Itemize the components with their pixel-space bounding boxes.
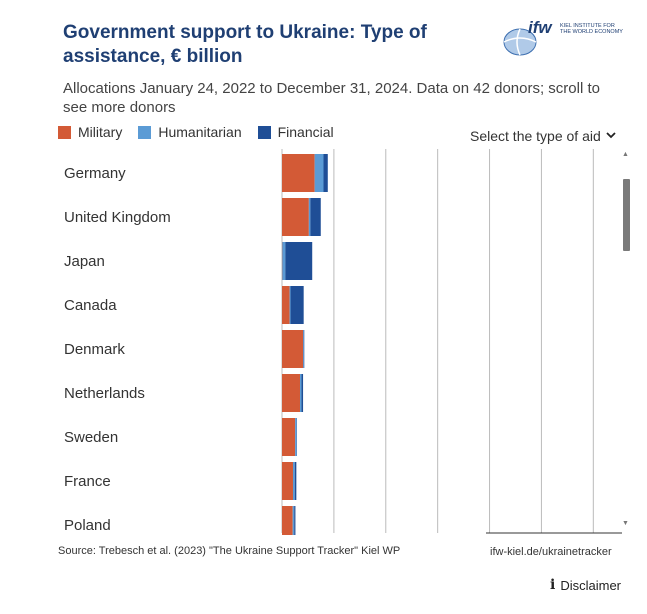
bar-military-sweden[interactable] xyxy=(282,418,296,456)
ifw-logo: ifw KIEL INSTITUTE FOR THE WORLD ECONOMY xyxy=(498,16,628,60)
category-label-germany: Germany xyxy=(64,165,126,182)
chart-area[interactable]: Germany United Kingdom Japan Canada Denmark N… xyxy=(56,147,633,535)
source-note: Source: Trebesch et al. (2023) "The Ukra… xyxy=(58,545,401,557)
bar-financial-united-kingdom[interactable] xyxy=(310,198,321,236)
legend-swatch-military xyxy=(58,125,71,139)
scroll-up-arrow-icon[interactable]: ▲ xyxy=(622,151,629,158)
category-label-netherlands: Netherlands xyxy=(64,385,145,402)
bar-humanitarian-united-kingdom[interactable] xyxy=(308,198,311,236)
legend-swatch-financial xyxy=(257,125,271,139)
bar-military-united-kingdom[interactable] xyxy=(282,198,309,236)
legend-item-humanitarian[interactable]: Humanitarian xyxy=(138,124,242,140)
legend-item-military[interactable]: Military xyxy=(58,124,122,140)
logo-line1: KIEL INSTITUTE FOR xyxy=(560,23,615,29)
bar-humanitarian-japan[interactable] xyxy=(282,242,286,280)
category-label-poland: Poland xyxy=(64,517,111,534)
bar-financial-germany[interactable] xyxy=(323,154,328,192)
bar-financial-poland[interactable] xyxy=(294,506,296,535)
bar-financial-japan[interactable] xyxy=(285,242,313,280)
legend-swatch-humanitarian xyxy=(138,125,152,139)
bar-humanitarian-sweden[interactable] xyxy=(295,418,297,456)
bar-military-netherlands[interactable] xyxy=(282,374,301,412)
logo-line2: THE WORLD ECONOMY xyxy=(560,29,623,35)
bar-financial-netherlands[interactable] xyxy=(301,374,304,412)
globe-icon: ifw KIEL INSTITUTE FOR THE WORLD ECONOMY xyxy=(503,18,623,56)
legend-label-financial: Financial xyxy=(277,124,334,140)
bar-financial-canada[interactable] xyxy=(290,286,304,324)
bar-humanitarian-france[interactable] xyxy=(292,462,295,500)
bar-military-canada[interactable] xyxy=(282,286,290,324)
info-icon: i xyxy=(550,577,556,593)
bar-humanitarian-canada[interactable] xyxy=(289,286,291,324)
bar-financial-denmark[interactable] xyxy=(303,330,305,368)
category-label-united-kingdom: United Kingdom xyxy=(64,209,171,226)
bar-humanitarian-denmark[interactable] xyxy=(303,330,304,368)
scroll-down-arrow-icon[interactable]: ▼ xyxy=(622,520,629,527)
chart-subtitle: Allocations January 24, 2022 to December… xyxy=(63,80,600,116)
bar-military-germany[interactable] xyxy=(282,154,315,192)
bar-military-denmark[interactable] xyxy=(282,330,304,368)
chart-legend: Military Humanitarian Financial xyxy=(58,124,350,140)
category-label-canada: Canada xyxy=(64,297,117,314)
bar-humanitarian-poland[interactable] xyxy=(292,506,295,535)
bar-military-france[interactable] xyxy=(282,462,293,500)
aid-type-select-label: Select the type of aid xyxy=(470,128,601,144)
bar-chart: Germany United Kingdom Japan Canada Denmark N… xyxy=(64,149,622,535)
chevron-down-icon xyxy=(606,131,616,142)
scrollbar-thumb[interactable] xyxy=(623,179,630,251)
category-label-japan: Japan xyxy=(64,253,105,270)
disclaimer-button[interactable]: i Disclaimer xyxy=(550,577,621,593)
bar-humanitarian-germany[interactable] xyxy=(314,154,324,192)
chart-title: Government support to Ukraine: Type of a… xyxy=(63,22,427,67)
logo-mark: ifw xyxy=(528,18,553,37)
disclaimer-label: Disclaimer xyxy=(560,577,621,593)
legend-item-financial[interactable]: Financial xyxy=(257,124,334,140)
category-label-france: France xyxy=(64,473,111,490)
tracker-link[interactable]: ifw-kiel.de/ukrainetracker xyxy=(490,546,612,558)
bar-humanitarian-netherlands[interactable] xyxy=(300,374,302,412)
bar-financial-france[interactable] xyxy=(294,462,297,500)
category-label-sweden: Sweden xyxy=(64,429,118,446)
legend-label-humanitarian: Humanitarian xyxy=(158,124,242,140)
bar-military-poland[interactable] xyxy=(282,506,293,535)
legend-label-military: Military xyxy=(78,124,123,140)
aid-type-select[interactable]: Select the type of aid xyxy=(470,128,616,144)
category-label-denmark: Denmark xyxy=(64,341,125,358)
